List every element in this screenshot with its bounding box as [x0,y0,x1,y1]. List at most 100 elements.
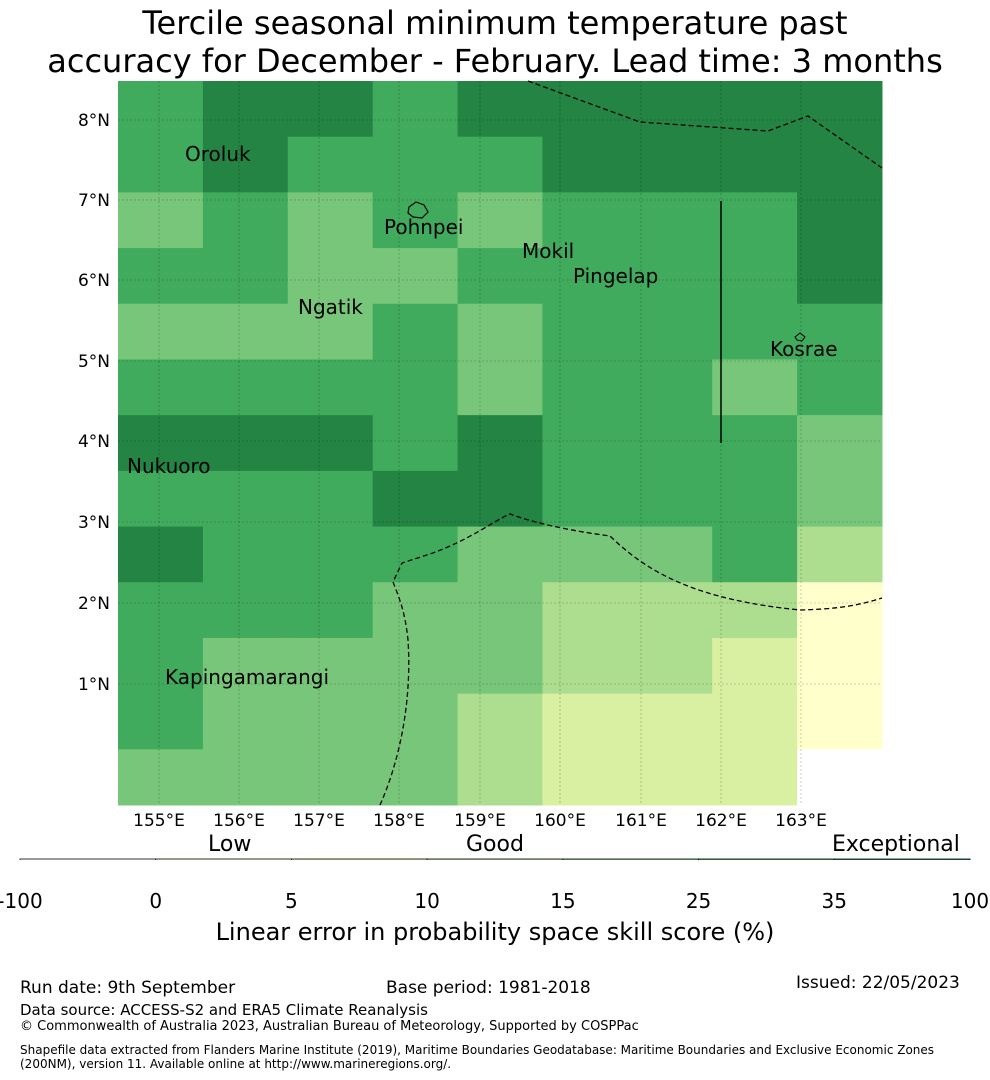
skill-cell [627,136,713,193]
skill-cell [202,192,289,249]
shapefile-credit-2: (200NM), version 11. Available online at… [20,1057,452,1071]
skill-cell [542,415,628,472]
lat-tick-label: 8°N [78,111,110,131]
run-date: Run date: 9th September [20,978,236,998]
colorbar-segment [833,858,971,860]
skill-cell [542,749,628,806]
skill-cell [118,415,204,472]
skill-cell [372,749,459,806]
skill-cell [712,526,798,583]
skill-cell [457,136,543,193]
lon-tick-label: 158°E [373,811,425,831]
island-outlines [407,201,806,342]
eez-boundaries [379,80,883,806]
skill-cell [118,749,204,806]
skill-cell [627,248,713,305]
skill-cell [542,359,628,416]
data-source: Data source: ACCESS-S2 and ERA5 Climate … [20,1001,428,1019]
skill-cell [797,192,883,249]
colorbar-tick-label: 5 [285,889,298,913]
skill-cell [372,415,459,472]
skill-cell [712,749,798,806]
lon-tick-label: 159°E [454,811,506,831]
colorbar-tick-label: 35 [821,889,848,913]
lat-tick-label: 3°N [78,513,110,533]
skill-cell [457,749,543,806]
skill-cell [627,582,713,639]
skill-cell [372,693,459,750]
lon-tick-label: 162°E [695,811,747,831]
skill-cell [712,81,798,138]
kosrae-island-outline [794,332,806,342]
skill-cell [712,248,798,305]
skill-cell [118,526,204,583]
skill-cell [287,192,374,249]
colorbar-tick-label: 100 [950,889,990,913]
place-label-kapingamarangi: Kapingamarangi [165,665,329,689]
skill-cell [457,248,543,305]
colorbar-segment [291,858,428,860]
place-label-kosrae: Kosrae [770,337,838,361]
skill-cell [627,470,713,528]
title-line-2: accuracy for December - February. Lead t… [47,42,943,80]
skill-cell [287,526,374,583]
skill-cell [542,192,628,249]
place-label-ngatik: Ngatik [298,295,363,319]
skill-cell [202,248,289,305]
pohnpei-island-outline [407,201,429,219]
skill-cell [287,136,374,193]
skill-cell [118,248,204,305]
lat-tick-label: 7°N [78,191,110,211]
skill-cell [287,693,374,750]
copyright: © Commonwealth of Australia 2023, Austra… [20,1019,639,1034]
skill-cell [542,470,628,528]
map-gridlines [118,81,882,805]
skill-cell [712,192,798,249]
skill-cell [372,303,459,360]
skill-cell [202,81,289,138]
lon-tick-label: 157°E [293,811,345,831]
place-label-mokil: Mokil [522,239,574,263]
skill-cell [118,470,204,528]
lon-tick-label: 163°E [775,811,827,831]
skill-cell [372,248,459,305]
eez-boundary-south [379,513,883,806]
skill-cell [202,749,289,806]
eez-boundary-north [527,80,883,169]
skill-cell [118,637,204,695]
lon-tick-label: 161°E [615,811,667,831]
skill-cell [287,470,374,528]
lon-tick-label: 155°E [133,811,185,831]
skill-cell [457,582,543,639]
lat-tick-label: 1°N [78,675,110,695]
skill-cell [457,192,543,249]
skill-cell [118,192,204,249]
skill-cell [118,582,204,639]
skill-cell [372,637,459,695]
colorbar-tick-label: 10 [414,889,440,913]
title-line-1: Tercile seasonal minimum temperature pas… [142,4,848,42]
skill-cell [797,526,883,583]
colorbar-tick-label: 25 [685,889,712,913]
colorbar-segment [155,858,292,860]
skill-cell [287,582,374,639]
skill-cell [627,637,713,695]
skill-cell [372,81,459,138]
skill-cell [797,693,883,750]
skill-cell [457,415,543,472]
place-label-pohnpei: Pohnpei [384,215,464,239]
colorbar-category-good: Good [466,832,524,857]
skill-cell [457,470,543,528]
skill-cell [797,582,883,639]
lat-tick-label: 2°N [78,594,110,614]
skill-cell [712,359,798,416]
skill-cell [118,359,204,416]
skill-cell [457,637,543,695]
skill-cell [712,470,798,528]
skill-map: Oroluk Pohnpei Mokil Pingelap Ngatik Kos… [19,80,971,860]
skill-cell [457,81,543,138]
skill-cell [542,303,628,360]
skill-cell [372,470,459,528]
skill-cell [202,470,289,528]
colorbar [19,858,971,860]
